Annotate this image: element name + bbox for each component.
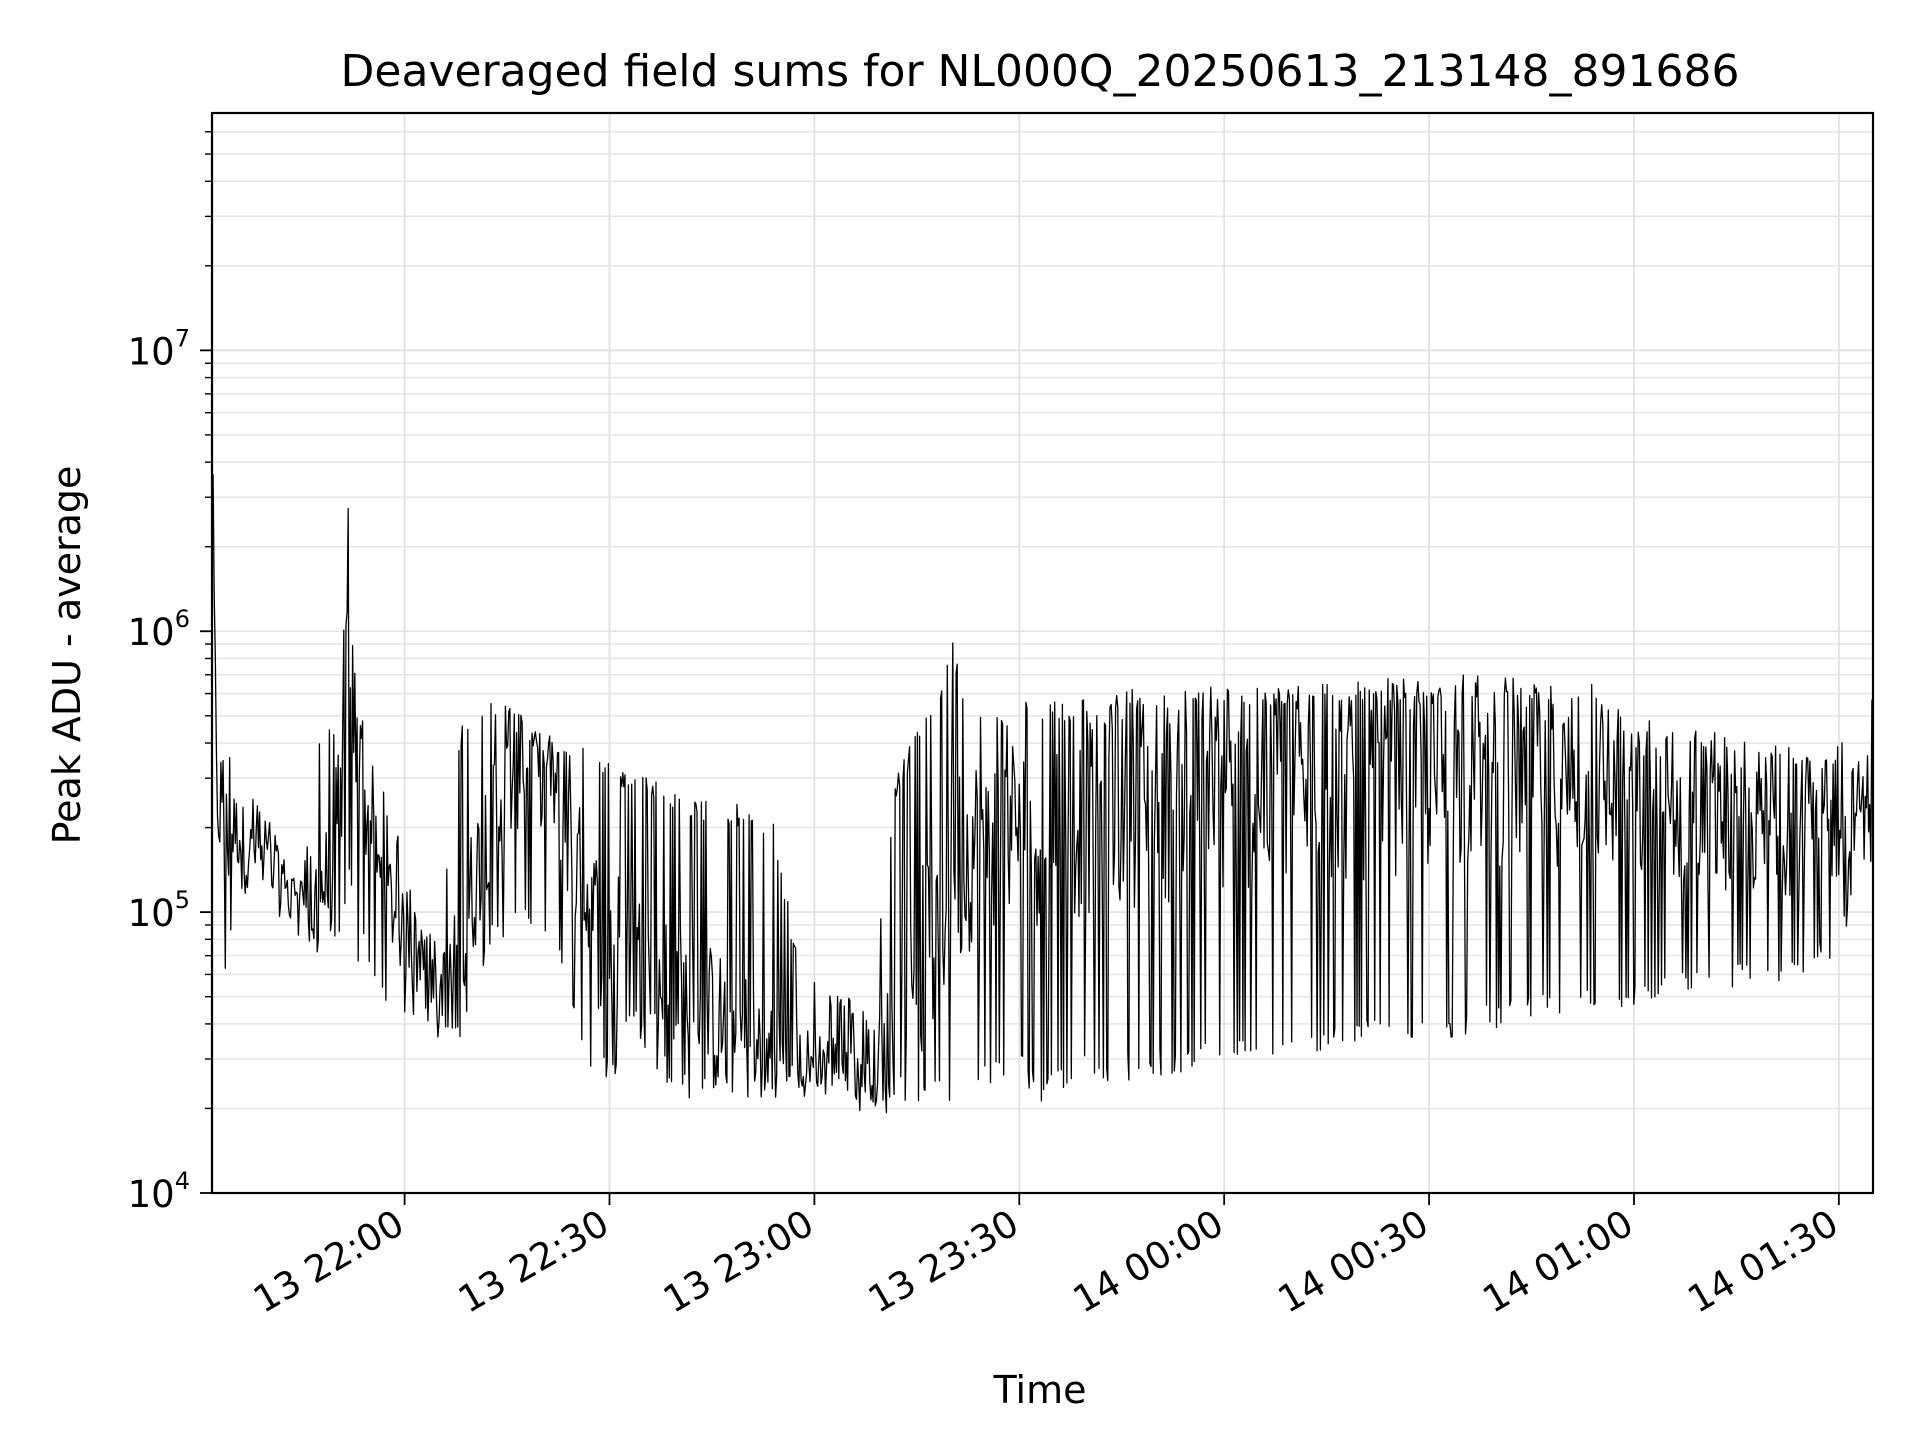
- series-layer: [211, 474, 1874, 1114]
- plot-frame: [210, 111, 1875, 1195]
- y-axis-ticks: 104 105 106 107: [128, 131, 212, 1216]
- y-tick-label: 107: [128, 324, 190, 373]
- x-axis-label: Time: [993, 1368, 1087, 1412]
- y-tick-label: 105: [128, 886, 190, 935]
- y-tick-label: 106: [128, 605, 190, 654]
- series-line: [211, 474, 1874, 1114]
- y-tick-label: 104: [128, 1167, 190, 1216]
- chart-title: Deaveraged field sums for NL000Q_2025061…: [341, 46, 1740, 97]
- y-axis-label: Peak ADU - average: [45, 466, 89, 845]
